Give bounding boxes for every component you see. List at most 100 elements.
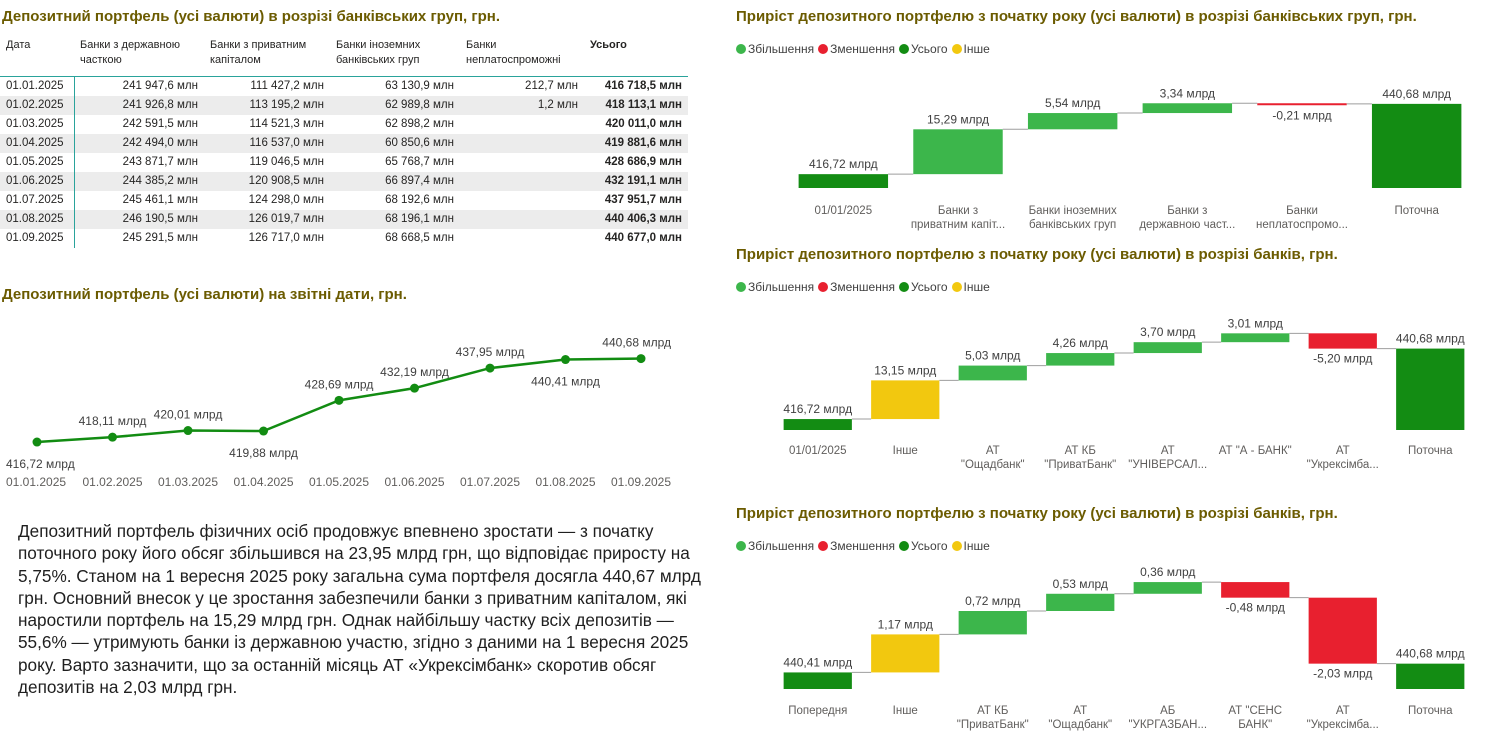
waterfall-data-label: 0,72 млрд bbox=[965, 594, 1020, 608]
waterfall-category-label: Інше bbox=[893, 705, 918, 717]
cell-value: 241 926,8 млн bbox=[122, 99, 198, 111]
legend-item[interactable]: Збільшення bbox=[736, 42, 814, 56]
cell-total: 418 113,1 млн bbox=[605, 99, 682, 111]
line-x-tick-label: 01.05.2025 bbox=[309, 475, 369, 489]
legend-item[interactable]: Збільшення bbox=[736, 539, 814, 553]
table-row: 01.08.2025 246 190,5 млн 126 019,7 млн 68 1… bbox=[0, 210, 688, 229]
waterfall-data-label: 416,72 млрд bbox=[783, 402, 852, 416]
cell-value: 124 298,0 млн bbox=[248, 194, 324, 206]
waterfall-category-label: приватним капіт... bbox=[911, 219, 1005, 231]
waterfall-category-label: неплатоспромо... bbox=[1256, 219, 1348, 231]
legend-label: Усього bbox=[910, 539, 948, 553]
line-data-label: 420,01 млрд bbox=[154, 408, 223, 422]
legend-item[interactable]: Зменшення bbox=[818, 539, 895, 553]
waterfall-category-label: АТ bbox=[1336, 705, 1350, 717]
cell-value: 62 989,8 млн bbox=[385, 99, 454, 111]
waterfall-bar bbox=[1133, 342, 1202, 354]
waterfall-bar bbox=[1133, 582, 1202, 594]
cell-date: 01.06.2025 bbox=[0, 172, 75, 191]
legend-item[interactable]: Збільшення bbox=[736, 280, 814, 294]
cell-value: 68 196,1 млн bbox=[385, 213, 454, 225]
legend-label: Усього bbox=[910, 42, 948, 56]
waterfall-data-label: 416,72 млрд bbox=[809, 157, 878, 171]
cell-value: 120 908,5 млн bbox=[248, 175, 324, 187]
cell-value: 68 668,5 млн bbox=[385, 232, 454, 244]
legend-item[interactable]: Усього bbox=[898, 539, 948, 553]
line-x-tick-label: 01.04.2025 bbox=[233, 475, 293, 489]
legend-item[interactable]: Усього bbox=[898, 280, 948, 294]
line-x-tick-label: 01.03.2025 bbox=[158, 475, 218, 489]
waterfall-3-title: Приріст депозитного портфелю з початку р… bbox=[736, 505, 1338, 522]
legend-item[interactable]: Усього bbox=[898, 42, 948, 56]
cell-value: 119 046,5 млн bbox=[249, 156, 324, 168]
description-text: Депозитний портфель фізичних осіб продов… bbox=[18, 521, 701, 698]
line-point bbox=[485, 363, 495, 373]
waterfall-category-label: "ПриватБанк" bbox=[957, 719, 1029, 731]
header-private-banks: Банки з приватним капіталом bbox=[210, 39, 307, 66]
cell-date: 01.03.2025 bbox=[0, 115, 75, 134]
table-row: 01.07.2025 245 461,1 млн 124 298,0 млн 68 1… bbox=[0, 191, 688, 210]
cell-value: 242 494,0 млн bbox=[122, 137, 198, 149]
legend-item[interactable]: Зменшення bbox=[818, 280, 895, 294]
waterfall-bar bbox=[798, 174, 889, 188]
waterfall-bar bbox=[1046, 593, 1115, 611]
waterfall-category-label: 01/01/2025 bbox=[815, 205, 873, 217]
cell-total: 420 011,0 млн bbox=[605, 118, 682, 130]
cell-date: 01.05.2025 bbox=[0, 153, 75, 172]
waterfall-bar bbox=[871, 634, 940, 673]
waterfall-data-label: 1,17 млрд bbox=[878, 617, 933, 631]
waterfall-1-legend: Збільшення Зменшення Усього Інше bbox=[736, 42, 994, 56]
cell-date: 01.09.2025 bbox=[0, 229, 75, 248]
cell-value bbox=[460, 191, 584, 210]
line-x-tick-label: 01.09.2025 bbox=[611, 475, 671, 489]
waterfall-data-label: 0,53 млрд bbox=[1053, 577, 1108, 591]
waterfall-data-label: 5,54 млрд bbox=[1045, 96, 1100, 110]
line-data-label: 419,88 млрд bbox=[229, 446, 298, 460]
waterfall-data-label: 0,36 млрд bbox=[1140, 565, 1195, 579]
waterfall-category-label: "Укрексімба... bbox=[1307, 459, 1379, 471]
waterfall-category-label: державною част... bbox=[1139, 219, 1235, 231]
waterfall-category-label: АТ КБ bbox=[1065, 445, 1096, 457]
line-point bbox=[108, 432, 117, 442]
waterfall-data-label: -0,21 млрд bbox=[1272, 108, 1331, 122]
cell-total: 416 718,5 млн bbox=[604, 80, 682, 92]
waterfall-category-label: "Укрексімба... bbox=[1307, 719, 1379, 731]
waterfall-category-label: АТ bbox=[1336, 445, 1350, 457]
header-total: Усього bbox=[590, 39, 627, 51]
line-x-tick-label: 01.07.2025 bbox=[460, 475, 520, 489]
waterfall-bar bbox=[958, 611, 1027, 635]
waterfall-data-label: 3,70 млрд bbox=[1140, 325, 1195, 339]
legend-label: Зменшення bbox=[830, 42, 895, 56]
cell-total: 432 191,1 млн bbox=[604, 175, 682, 187]
waterfall-data-label: 440,41 млрд bbox=[783, 655, 852, 669]
table-row: 01.06.2025 244 385,2 млн 120 908,5 млн 66 8… bbox=[0, 172, 688, 191]
cell-value: 126 717,0 млн bbox=[248, 232, 324, 244]
legend-item[interactable]: Зменшення bbox=[818, 42, 895, 56]
legend-dot-icon bbox=[898, 44, 909, 54]
cell-value: 242 591,5 млн bbox=[122, 118, 198, 130]
cell-value: 116 537,0 млн bbox=[249, 137, 324, 149]
line-x-tick-label: 01.01.2025 bbox=[6, 475, 66, 489]
line-x-tick-label: 01.02.2025 bbox=[82, 475, 142, 489]
cell-value bbox=[460, 229, 584, 248]
legend-item[interactable]: Інше bbox=[951, 42, 990, 56]
header-date: Дата bbox=[6, 39, 31, 51]
cell-date: 01.07.2025 bbox=[0, 191, 75, 210]
waterfall-category-label: Поточна bbox=[1394, 205, 1439, 217]
waterfall-category-label: "Ощадбанк" bbox=[961, 459, 1025, 471]
table-title: Депозитний портфель (усі валюти) в розрі… bbox=[2, 8, 501, 25]
waterfall-bar bbox=[1221, 582, 1290, 598]
line-data-label: 432,19 млрд bbox=[380, 365, 449, 379]
waterfall-data-label: 5,03 млрд bbox=[965, 349, 1020, 363]
legend-item[interactable]: Інше bbox=[951, 539, 990, 553]
legend-item[interactable]: Інше bbox=[951, 280, 990, 294]
cell-total: 437 951,7 млн bbox=[604, 194, 682, 206]
line-x-tick-label: 01.06.2025 bbox=[384, 475, 444, 489]
waterfall-data-label: 440,68 млрд bbox=[1382, 87, 1451, 101]
line-x-tick-label: 01.08.2025 bbox=[535, 475, 595, 489]
waterfall-data-label: 3,34 млрд bbox=[1160, 86, 1215, 100]
waterfall-category-label: АТ bbox=[1073, 705, 1087, 717]
line-point bbox=[334, 395, 344, 405]
waterfall-bar bbox=[913, 129, 1003, 175]
waterfall-bar bbox=[1396, 348, 1465, 430]
